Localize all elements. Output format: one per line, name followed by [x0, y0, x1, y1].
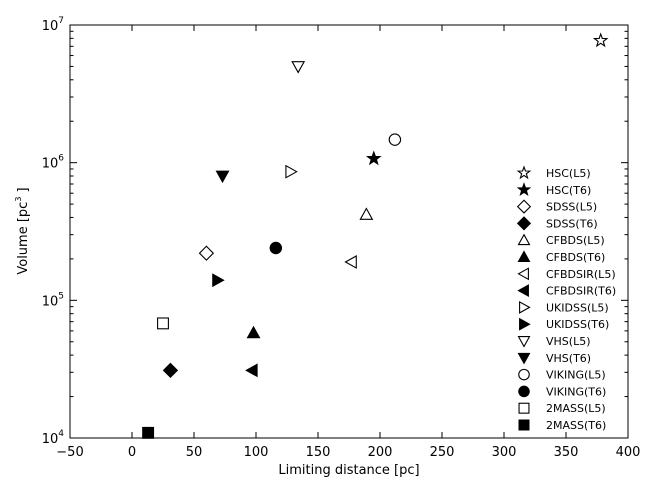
data-point [142, 426, 155, 439]
data-point [388, 133, 402, 146]
legend-marker [517, 233, 531, 246]
y-axis-label-exp: 3 [14, 197, 23, 202]
legend-label: CFBDSIR(T6) [546, 285, 616, 298]
data-point [592, 32, 609, 48]
legend-marker [516, 216, 532, 231]
legend-label: 2MASS(L5) [546, 402, 606, 415]
legend-marker [518, 419, 530, 431]
x-tick-label: 400 [616, 445, 641, 460]
y-tick-label: 107 [42, 16, 64, 34]
data-point [246, 325, 261, 339]
data-point [359, 207, 374, 220]
x-tick-label: 350 [554, 445, 579, 460]
legend-label: VIKING(T6) [546, 385, 606, 398]
y-tick-label-exp: 4 [58, 429, 64, 439]
legend-marker [517, 352, 531, 365]
legend-label: SDSS(L5) [546, 201, 597, 214]
y-tick-label: 105 [42, 291, 64, 309]
x-tick-label: 250 [430, 445, 455, 460]
x-tick-label: 200 [368, 445, 393, 460]
legend-marker [518, 368, 530, 381]
legend-label: 2MASS(T6) [546, 419, 606, 432]
legend-label: HSC(L5) [546, 167, 591, 180]
y-tick-label: 106 [42, 154, 65, 172]
y-tick-label-base: 10 [42, 19, 59, 34]
data-point [157, 317, 169, 330]
legend-label: CFBDS(T6) [546, 251, 605, 264]
legend-label: CFBDSIR(L5) [546, 268, 616, 281]
data-point [285, 164, 298, 179]
x-tick-label: 50 [186, 445, 203, 460]
y-axis-label-text: Volume [pc [16, 202, 31, 275]
y-tick-label-base: 10 [42, 432, 59, 447]
legend-label: SDSS(T6) [546, 217, 598, 230]
data-point [365, 150, 382, 166]
y-tick-label-base: 10 [42, 157, 59, 172]
y-tick-label: 104 [42, 429, 65, 447]
legend-marker [519, 317, 531, 331]
plot-background [70, 25, 628, 438]
y-tick-label-exp: 7 [58, 16, 64, 26]
data-point [245, 363, 258, 378]
data-points [142, 32, 609, 439]
legend-marker [518, 402, 530, 414]
legend: HSC(L5) HSC(T6) SDSS(L5) SDSS(T6) CFBDS(L5) C… [516, 165, 616, 432]
y-tick-label-base: 10 [42, 294, 59, 309]
x-tick-label: 150 [306, 445, 331, 460]
legend-marker [517, 284, 529, 298]
data-point [291, 61, 306, 74]
legend-marker [517, 250, 531, 262]
legend-label: UKIDSS(T6) [546, 318, 609, 331]
legend-label: VIKING(L5) [546, 369, 606, 382]
legend-marker [517, 336, 531, 348]
legend-marker [518, 385, 530, 398]
y-tick-label-exp: 5 [58, 291, 64, 301]
data-point [162, 362, 179, 379]
legend-label: VHS(L5) [546, 335, 591, 348]
legend-marker [519, 300, 531, 314]
data-point [344, 255, 357, 269]
x-axis-label: Limiting distance [pc] [278, 463, 419, 478]
data-point [212, 273, 225, 288]
y-tick-label-exp: 6 [58, 154, 64, 164]
legend-marker [516, 182, 532, 197]
y-axis-label: Volume [pc3 ] [14, 187, 31, 274]
x-tick-label: −50 [56, 445, 83, 460]
plot-frame [69, 24, 629, 439]
legend-marker [516, 165, 532, 180]
legend-label: VHS(T6) [546, 352, 591, 365]
y-axis-label-close: ] [16, 187, 31, 196]
x-tick-label: 100 [244, 445, 269, 460]
legend-marker [516, 199, 532, 214]
legend-label: UKIDSS(L5) [546, 301, 609, 314]
legend-label: CFBDS(L5) [546, 234, 605, 247]
legend-label: HSC(T6) [546, 184, 591, 197]
data-point [215, 170, 230, 184]
data-point [198, 245, 215, 261]
legend-marker [517, 267, 529, 281]
x-tick-label: 0 [128, 445, 136, 460]
data-point [269, 241, 283, 255]
x-tick-label: 300 [492, 445, 517, 460]
